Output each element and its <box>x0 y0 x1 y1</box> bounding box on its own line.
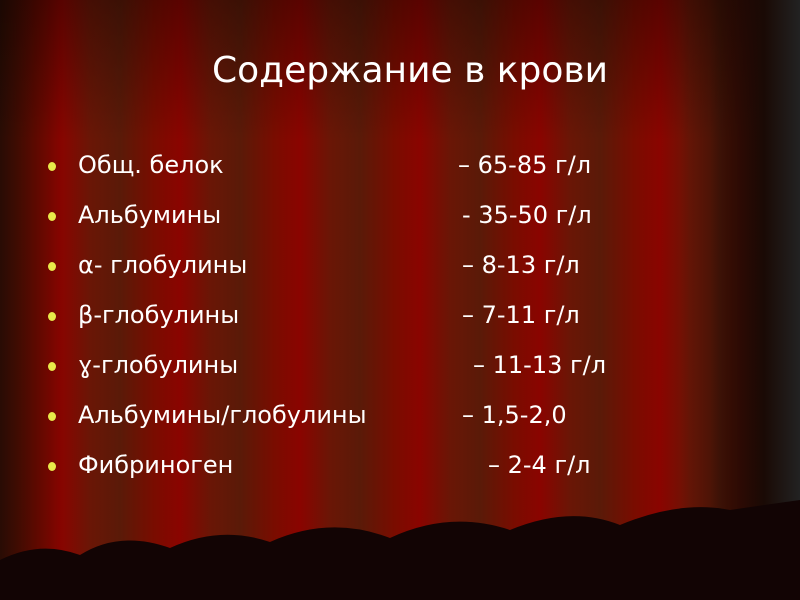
item-label: Альбумины <box>78 201 222 229</box>
list-item: Альбумины - 35-50 г/л <box>48 197 748 233</box>
list-item: Фибриноген – 2-4 г/л <box>48 447 748 483</box>
bullet-icon <box>48 312 56 321</box>
item-label: ɣ-глобулины <box>78 351 239 379</box>
item-label: β-глобулины <box>78 301 240 329</box>
bullet-icon <box>48 162 56 171</box>
item-label: α- глобулины <box>78 251 248 279</box>
bullet-icon <box>48 412 56 421</box>
curtain-shadow <box>710 0 800 600</box>
item-label: Общ. белок <box>78 151 224 179</box>
item-value: – 2-4 г/л <box>488 451 591 479</box>
item-label: Фибриноген <box>78 451 234 479</box>
item-value: – 11-13 г/л <box>473 351 607 379</box>
list-item: Альбумины/глобулины – 1,5-2,0 <box>48 397 748 433</box>
bullet-icon <box>48 362 56 371</box>
item-value: – 65-85 г/л <box>458 151 592 179</box>
bullet-icon <box>48 212 56 221</box>
item-label: Альбумины/глобулины <box>78 401 367 429</box>
item-value: – 7-11 г/л <box>462 301 580 329</box>
item-value: – 1,5-2,0 <box>462 401 567 429</box>
bullet-icon <box>48 262 56 271</box>
curtain-bottom <box>0 500 800 600</box>
list-item: Общ. белок – 65-85 г/л <box>48 147 748 183</box>
item-value: - 35-50 г/л <box>462 201 592 229</box>
slide-title: Содержание в крови <box>212 50 608 91</box>
item-value: – 8-13 г/л <box>462 251 580 279</box>
list-item: α- глобулины – 8-13 г/л <box>48 247 748 283</box>
bullet-icon <box>48 462 56 471</box>
list-item: β-глобулины – 7-11 г/л <box>48 297 748 333</box>
list-item: ɣ-глобулины – 11-13 г/л <box>48 347 748 383</box>
